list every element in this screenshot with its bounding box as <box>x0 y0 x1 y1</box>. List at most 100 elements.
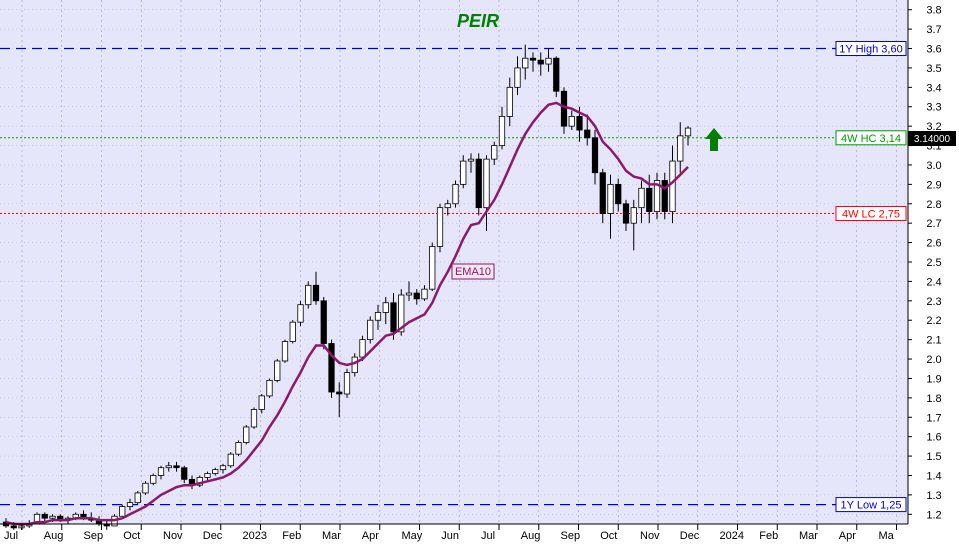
candle <box>669 145 676 224</box>
x-tick-label: 2024 <box>720 530 744 542</box>
level-label: 4W HC 3,14 <box>841 133 901 145</box>
y-tick-label: 1.3 <box>926 490 941 502</box>
candle-body <box>382 302 389 313</box>
candle <box>491 141 498 165</box>
candle <box>243 425 250 445</box>
y-tick-label: 3.0 <box>926 160 941 172</box>
candle-body <box>622 203 630 224</box>
candle <box>537 52 544 76</box>
candle-body <box>274 360 281 381</box>
candle <box>212 467 219 476</box>
y-tick-label: 2.6 <box>926 238 941 250</box>
candle <box>150 473 157 486</box>
candle-body <box>475 158 482 209</box>
candle-body <box>452 183 459 205</box>
candle-body <box>429 246 436 290</box>
candle-body <box>491 145 498 160</box>
y-tick-label: 1.9 <box>926 373 941 385</box>
candle <box>374 304 382 330</box>
x-tick-label: Dec <box>203 530 223 542</box>
candle <box>653 172 661 220</box>
candle-body <box>467 158 475 162</box>
candle <box>514 56 521 96</box>
x-tick-label: Feb <box>759 530 778 542</box>
candle-body <box>266 379 273 397</box>
ema10-line <box>5 101 689 526</box>
candle <box>452 180 459 208</box>
x-tick-label: Apr <box>362 530 379 542</box>
candle <box>328 339 335 398</box>
candle-body <box>297 304 304 323</box>
candle-body <box>219 465 227 471</box>
candle-body <box>204 473 211 478</box>
x-tick-label: Aug <box>521 530 541 542</box>
candle <box>173 461 180 472</box>
y-tick-label: 3.7 <box>926 24 941 36</box>
candle <box>506 77 513 127</box>
candle <box>367 316 374 344</box>
candle-body <box>10 525 17 529</box>
x-tick-label: Mar <box>322 530 341 542</box>
candle-body <box>514 67 521 88</box>
candle-body <box>398 294 405 333</box>
y-tick-label: 3.8 <box>926 5 941 17</box>
candle <box>677 122 684 173</box>
candle-body <box>142 482 149 494</box>
candle-body <box>506 86 513 117</box>
candle <box>274 359 281 383</box>
x-tick-label: Oct <box>123 530 140 542</box>
candle <box>436 203 444 253</box>
candle-body <box>584 129 591 139</box>
level-label-box <box>835 130 907 146</box>
y-axis: 1.2 1.3 1.4 1.5 1.6 1.7 1.8 1.9 2.0 2.1 2.2 2.3 2.4 2… <box>907 0 942 524</box>
candle-body <box>545 57 552 65</box>
candle <box>359 335 366 361</box>
candle-body <box>227 453 234 467</box>
y-tick-label: 1.8 <box>926 393 941 405</box>
x-tick-label: Nov <box>640 530 660 542</box>
candle-body <box>405 292 413 296</box>
candle <box>181 465 188 484</box>
x-tick-label: Sep <box>84 530 104 542</box>
candle <box>250 407 258 429</box>
candle <box>684 126 692 146</box>
candle <box>429 242 436 292</box>
candle-body <box>638 187 645 209</box>
candle <box>142 481 149 495</box>
candle <box>266 378 273 398</box>
x-tick-label: Feb <box>282 530 301 542</box>
last-price-tag: 3.14000 <box>908 131 956 146</box>
candle-body <box>677 135 684 162</box>
candle <box>235 440 242 457</box>
candle-body <box>444 203 451 209</box>
candle <box>591 130 599 185</box>
y-tick-label: 2.3 <box>926 296 941 308</box>
candle-body <box>661 180 668 212</box>
candle <box>165 461 172 472</box>
candle-body <box>669 160 676 212</box>
y-tick-label: 3.3 <box>926 102 941 114</box>
candle <box>343 368 351 398</box>
y-tick-label: 1.6 <box>926 432 941 444</box>
y-tick-label: 2.0 <box>926 354 941 366</box>
candle-body <box>165 465 172 469</box>
candle-body <box>312 284 320 302</box>
candle <box>529 52 537 72</box>
candle-body <box>134 492 141 504</box>
candle-body <box>630 207 637 224</box>
candle-body <box>460 160 467 185</box>
chart-title: PEIR <box>457 11 499 31</box>
candle <box>646 174 653 224</box>
x-tick-label: Ma <box>879 530 895 542</box>
candle-body <box>336 391 343 395</box>
y-tick-label: 2.9 <box>926 179 941 191</box>
y-tick-label: 1.7 <box>926 412 941 424</box>
x-tick-label: May <box>402 530 423 542</box>
x-tick-label: Jul <box>4 530 18 542</box>
candle <box>467 153 475 173</box>
candle-body <box>436 207 444 247</box>
candle-body <box>258 395 265 410</box>
candle-body <box>49 515 56 519</box>
candle-body <box>289 321 296 342</box>
